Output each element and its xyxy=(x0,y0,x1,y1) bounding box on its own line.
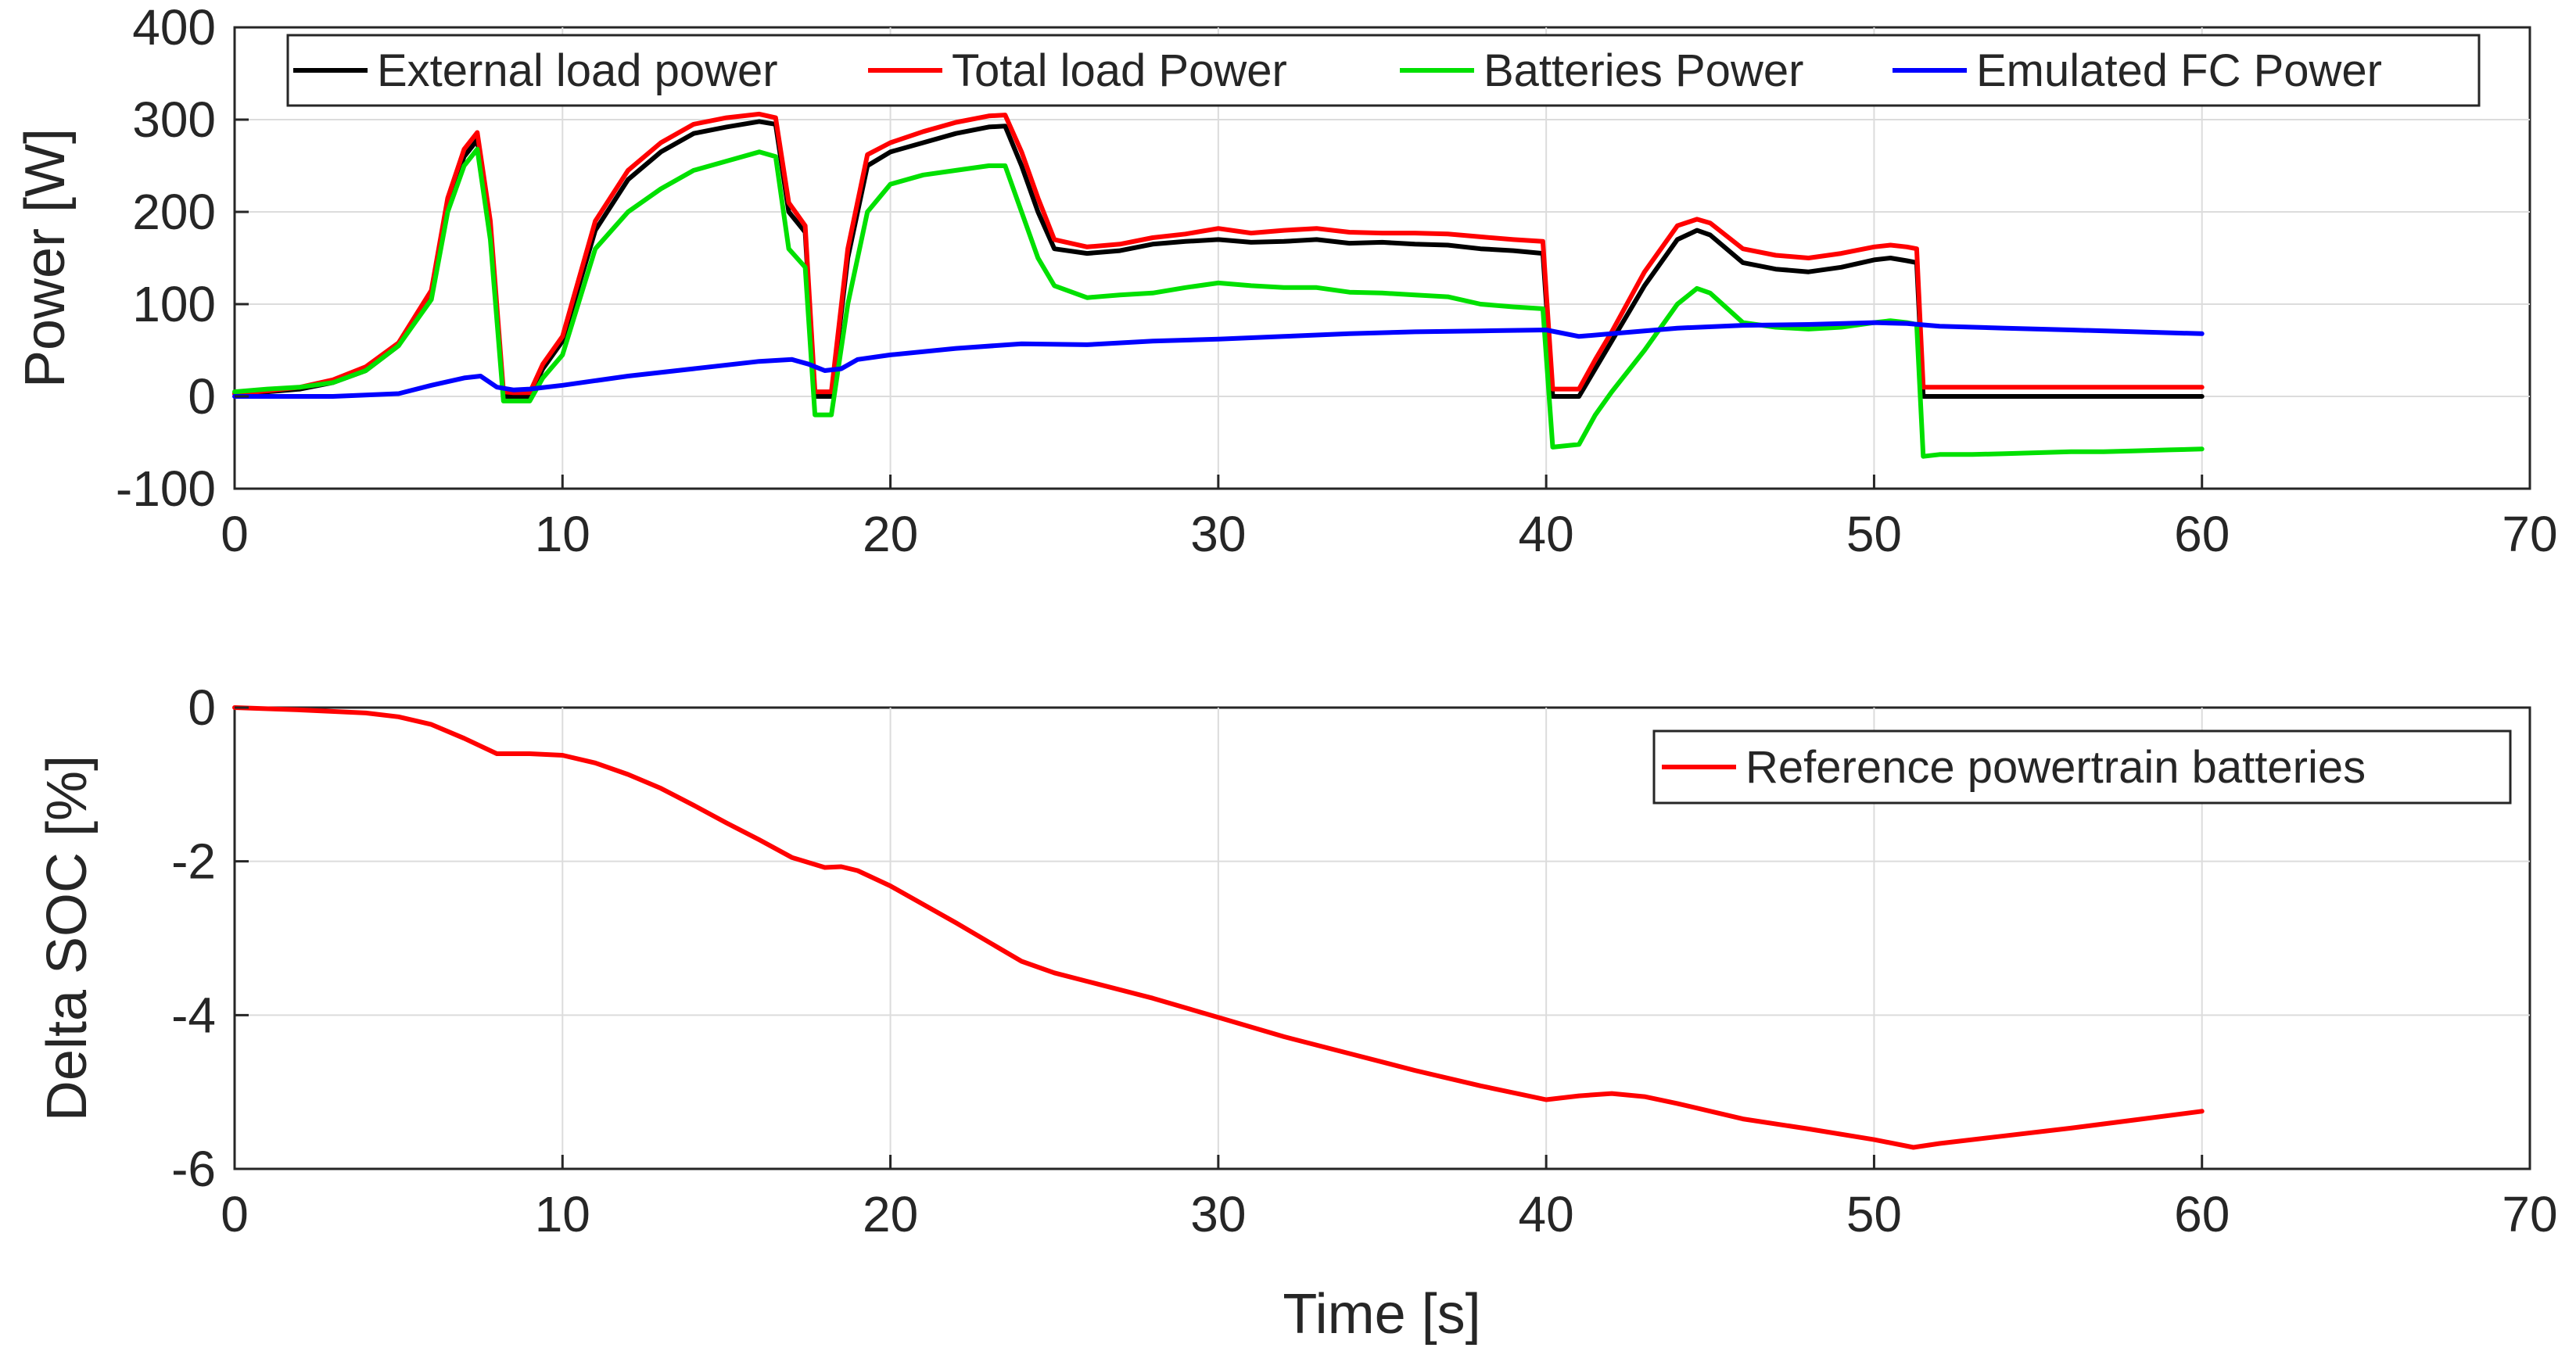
power-y-ticks: 400 300 200 100 0 -100 xyxy=(116,0,249,517)
soc-x-tick-40: 40 xyxy=(1519,1186,1574,1242)
series-line-emulated-fc-power xyxy=(232,320,2205,399)
soc-x-tick-30: 30 xyxy=(1190,1186,1246,1242)
soc-y-tick-0: 0 xyxy=(188,679,216,736)
legend-label-emulated-fc-power: Emulated FC Power xyxy=(1976,45,2382,96)
power-y-axis-label: Power [W] xyxy=(14,128,77,388)
power-y-tick-300: 300 xyxy=(132,91,216,148)
power-x-tick-30: 30 xyxy=(1190,506,1246,562)
soc-legend: Reference powertrain batteries xyxy=(1652,729,2512,805)
soc-y-tick-6: -6 xyxy=(171,1141,216,1197)
power-x-tick-0: 0 xyxy=(221,506,249,562)
soc-x-ticks: 0 10 20 30 40 50 60 70 xyxy=(221,1155,2558,1242)
x-axis-label: Time [s] xyxy=(1283,1283,1480,1346)
soc-y-axis-label: Delta SOC [%] xyxy=(36,755,99,1121)
power-legend: External load power Total load Power Batte… xyxy=(286,34,2481,107)
legend-label-batteries-power: Batteries Power xyxy=(1484,45,1803,96)
power-y-tick-100: -100 xyxy=(116,461,216,517)
power-y-tick-200: 200 xyxy=(132,184,216,240)
power-x-tick-60: 60 xyxy=(2174,506,2230,562)
soc-x-tick-50: 50 xyxy=(1846,1186,1902,1242)
soc-y-tick-2: -2 xyxy=(171,833,216,890)
soc-x-tick-0: 0 xyxy=(221,1186,249,1242)
soc-y-tick-4: -4 xyxy=(171,987,216,1043)
soc-x-tick-10: 10 xyxy=(535,1186,590,1242)
legend-label-reference-powertrain-batteries: Reference powertrain batteries xyxy=(1745,742,2366,793)
soc-x-tick-20: 20 xyxy=(863,1186,918,1242)
power-series xyxy=(232,111,2205,459)
legend-label-total-load-power: Total load Power xyxy=(952,45,1287,96)
power-x-tick-10: 10 xyxy=(535,506,590,562)
power-x-tick-20: 20 xyxy=(863,506,918,562)
power-x-tick-40: 40 xyxy=(1519,506,1574,562)
soc-grid xyxy=(235,708,2530,1169)
series-line-external-load-power xyxy=(232,119,2205,399)
soc-series xyxy=(232,705,2205,1150)
power-y-tick-0: 0 xyxy=(188,368,216,425)
soc-x-tick-70: 70 xyxy=(2502,1186,2557,1242)
power-y-tick-100: 100 xyxy=(132,276,216,332)
power-legend-box xyxy=(286,34,2481,107)
soc-y-ticks: 0 -2 -4 -6 xyxy=(171,679,249,1197)
power-x-tick-70: 70 xyxy=(2502,506,2557,562)
legend-label-external-load-power: External load power xyxy=(377,45,778,96)
soc-chart: 0 10 20 30 40 50 60 70 0 -2 -4 -6 Delta SOC [%] Ti… xyxy=(36,679,2558,1346)
series-line-reference-powertrain-batteries xyxy=(232,705,2205,1150)
series-line-total-load-power xyxy=(232,111,2205,396)
power-y-tick-400: 400 xyxy=(132,0,216,56)
soc-legend-box xyxy=(1652,729,2512,805)
power-x-tick-50: 50 xyxy=(1846,506,1902,562)
soc-x-tick-60: 60 xyxy=(2174,1186,2230,1242)
power-x-ticks: 0 10 20 30 40 50 60 70 xyxy=(221,475,2558,562)
